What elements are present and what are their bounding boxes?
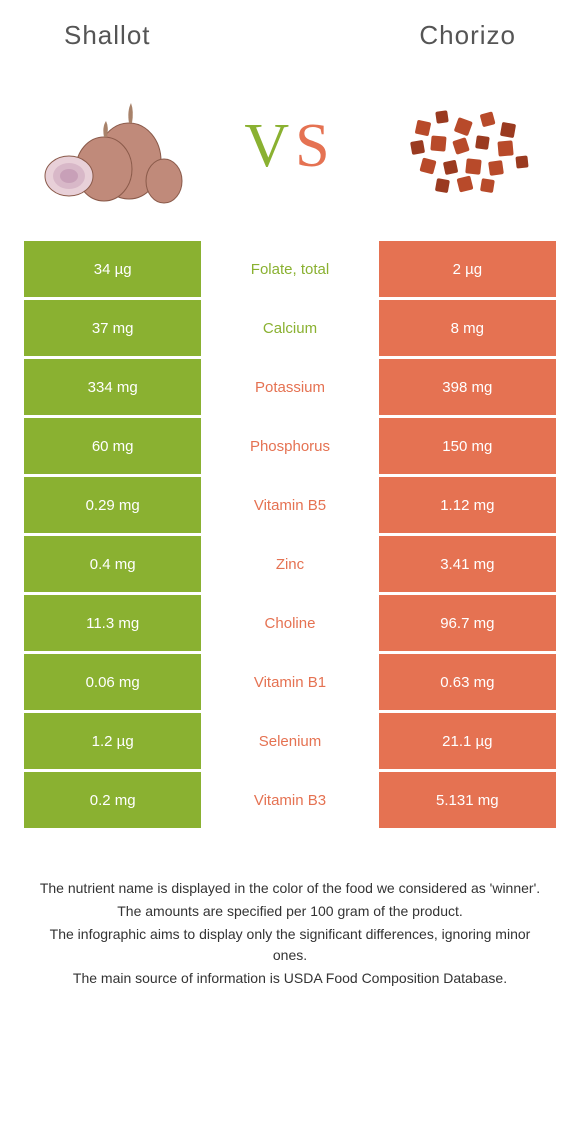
title-right: Chorizo bbox=[419, 20, 516, 51]
cell-right-value: 5.131 mg bbox=[379, 772, 556, 828]
table-row: 334 mgPotassium398 mg bbox=[24, 359, 556, 415]
title-left: Shallot bbox=[64, 20, 151, 51]
shallot-image bbox=[34, 81, 194, 211]
cell-nutrient-label: Zinc bbox=[201, 536, 378, 592]
cell-right-value: 96.7 mg bbox=[379, 595, 556, 651]
chorizo-image bbox=[386, 81, 546, 211]
chorizo-icon bbox=[386, 81, 546, 211]
infographic-container: Shallot Chorizo VS bbox=[0, 0, 580, 1011]
cell-right-value: 3.41 mg bbox=[379, 536, 556, 592]
vs-label: VS bbox=[244, 111, 335, 182]
footer-line: The main source of information is USDA F… bbox=[34, 968, 546, 989]
cell-left-value: 0.2 mg bbox=[24, 772, 201, 828]
cell-left-value: 0.06 mg bbox=[24, 654, 201, 710]
cell-left-value: 11.3 mg bbox=[24, 595, 201, 651]
vs-v: V bbox=[244, 112, 295, 180]
cell-nutrient-label: Folate, total bbox=[201, 241, 378, 297]
header: Shallot Chorizo bbox=[24, 20, 556, 51]
footer-notes: The nutrient name is displayed in the co… bbox=[24, 878, 556, 989]
vs-s: S bbox=[295, 112, 335, 180]
table-row: 11.3 mgCholine96.7 mg bbox=[24, 595, 556, 651]
cell-left-value: 37 mg bbox=[24, 300, 201, 356]
footer-line: The nutrient name is displayed in the co… bbox=[34, 878, 546, 899]
cell-right-value: 8 mg bbox=[379, 300, 556, 356]
table-row: 60 mgPhosphorus150 mg bbox=[24, 418, 556, 474]
cell-nutrient-label: Choline bbox=[201, 595, 378, 651]
cell-left-value: 334 mg bbox=[24, 359, 201, 415]
cell-right-value: 1.12 mg bbox=[379, 477, 556, 533]
cell-nutrient-label: Potassium bbox=[201, 359, 378, 415]
table-row: 0.2 mgVitamin B35.131 mg bbox=[24, 772, 556, 828]
footer-line: The amounts are specified per 100 gram o… bbox=[34, 901, 546, 922]
cell-left-value: 34 µg bbox=[24, 241, 201, 297]
table-row: 0.06 mgVitamin B10.63 mg bbox=[24, 654, 556, 710]
cell-right-value: 398 mg bbox=[379, 359, 556, 415]
cell-nutrient-label: Phosphorus bbox=[201, 418, 378, 474]
table-row: 37 mgCalcium8 mg bbox=[24, 300, 556, 356]
cell-nutrient-label: Selenium bbox=[201, 713, 378, 769]
cell-right-value: 2 µg bbox=[379, 241, 556, 297]
footer-line: The infographic aims to display only the… bbox=[34, 924, 546, 966]
cell-nutrient-label: Vitamin B5 bbox=[201, 477, 378, 533]
table-row: 0.29 mgVitamin B51.12 mg bbox=[24, 477, 556, 533]
cell-nutrient-label: Vitamin B3 bbox=[201, 772, 378, 828]
shallot-icon bbox=[34, 81, 194, 211]
cell-left-value: 0.4 mg bbox=[24, 536, 201, 592]
cell-left-value: 1.2 µg bbox=[24, 713, 201, 769]
comparison-table: 34 µgFolate, total2 µg37 mgCalcium8 mg33… bbox=[24, 241, 556, 828]
cell-right-value: 150 mg bbox=[379, 418, 556, 474]
cell-right-value: 21.1 µg bbox=[379, 713, 556, 769]
cell-left-value: 60 mg bbox=[24, 418, 201, 474]
table-row: 1.2 µgSelenium21.1 µg bbox=[24, 713, 556, 769]
cell-right-value: 0.63 mg bbox=[379, 654, 556, 710]
table-row: 0.4 mgZinc3.41 mg bbox=[24, 536, 556, 592]
hero-row: VS bbox=[24, 81, 556, 211]
cell-nutrient-label: Calcium bbox=[201, 300, 378, 356]
cell-nutrient-label: Vitamin B1 bbox=[201, 654, 378, 710]
table-row: 34 µgFolate, total2 µg bbox=[24, 241, 556, 297]
cell-left-value: 0.29 mg bbox=[24, 477, 201, 533]
